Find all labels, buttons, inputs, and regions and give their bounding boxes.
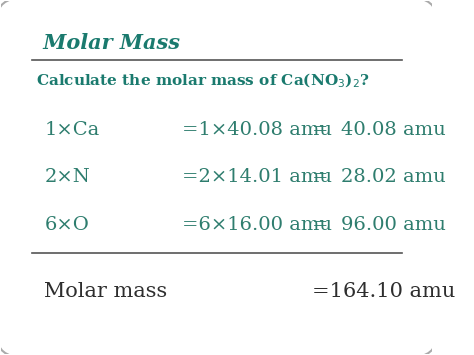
Text: =164.10 amu: =164.10 amu	[311, 283, 455, 301]
Text: =1×40.08 amu: =1×40.08 amu	[182, 121, 332, 139]
Text: Calculate the molar mass of Ca(NO$_3$)$_2$?: Calculate the molar mass of Ca(NO$_3$)$_…	[36, 72, 370, 90]
FancyBboxPatch shape	[0, 0, 437, 355]
Text: =2×14.01 amu: =2×14.01 amu	[182, 169, 332, 186]
Text: 1×Ca: 1×Ca	[45, 121, 100, 139]
Text: 2×N: 2×N	[45, 169, 90, 186]
Text: =  28.02 amu: = 28.02 amu	[311, 169, 446, 186]
Text: Molar Mass: Molar Mass	[36, 33, 180, 53]
Text: =6×16.00 amu: =6×16.00 amu	[182, 216, 332, 234]
Text: Molar mass: Molar mass	[45, 283, 168, 301]
Text: =  40.08 amu: = 40.08 amu	[311, 121, 446, 139]
Text: =  96.00 amu: = 96.00 amu	[311, 216, 446, 234]
Text: 6×O: 6×O	[45, 216, 89, 234]
